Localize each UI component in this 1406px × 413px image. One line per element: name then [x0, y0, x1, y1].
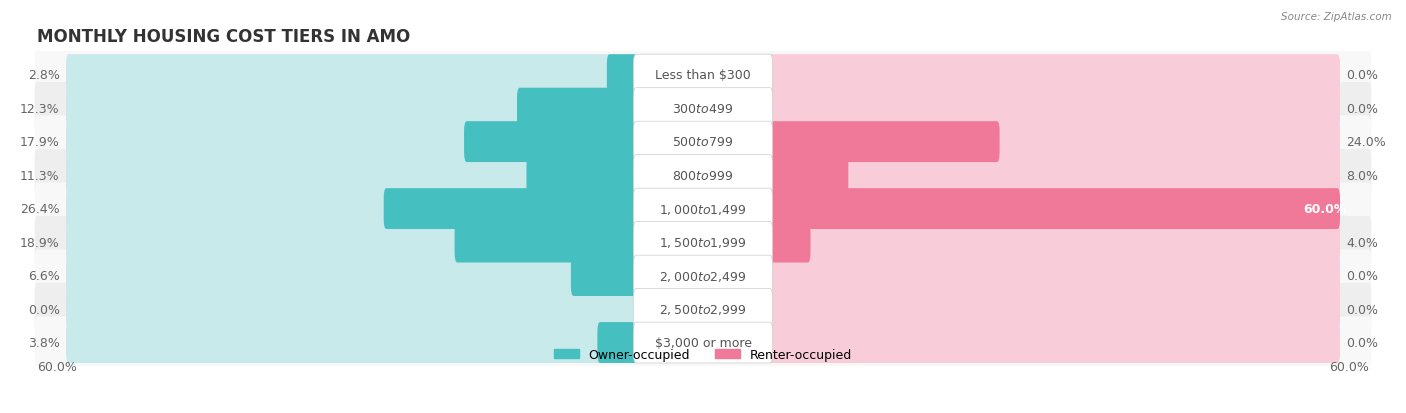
Text: $2,500 to $2,999: $2,500 to $2,999 — [659, 302, 747, 316]
Text: 2.8%: 2.8% — [28, 69, 60, 82]
FancyBboxPatch shape — [571, 256, 638, 296]
FancyBboxPatch shape — [633, 88, 773, 129]
Text: 60.0%: 60.0% — [1303, 203, 1346, 216]
FancyBboxPatch shape — [35, 183, 1371, 235]
Text: $2,000 to $2,499: $2,000 to $2,499 — [659, 269, 747, 283]
FancyBboxPatch shape — [517, 88, 638, 129]
Text: 17.9%: 17.9% — [20, 136, 60, 149]
FancyBboxPatch shape — [35, 216, 1371, 268]
FancyBboxPatch shape — [454, 222, 638, 263]
Text: 0.0%: 0.0% — [1346, 69, 1378, 82]
FancyBboxPatch shape — [633, 155, 773, 196]
Text: 24.0%: 24.0% — [1346, 136, 1386, 149]
Text: 26.4%: 26.4% — [20, 203, 60, 216]
Text: 8.0%: 8.0% — [1346, 169, 1378, 182]
Text: 60.0%: 60.0% — [38, 360, 77, 373]
Legend: Owner-occupied, Renter-occupied: Owner-occupied, Renter-occupied — [548, 343, 858, 366]
FancyBboxPatch shape — [66, 289, 638, 330]
FancyBboxPatch shape — [768, 289, 1340, 330]
Text: 60.0%: 60.0% — [1329, 360, 1368, 373]
FancyBboxPatch shape — [768, 122, 1340, 163]
FancyBboxPatch shape — [768, 155, 1340, 196]
FancyBboxPatch shape — [35, 250, 1371, 302]
Text: 6.6%: 6.6% — [28, 269, 60, 282]
FancyBboxPatch shape — [607, 55, 638, 96]
Text: 0.0%: 0.0% — [1346, 303, 1378, 316]
FancyBboxPatch shape — [35, 150, 1371, 202]
Text: 4.0%: 4.0% — [1346, 236, 1378, 249]
FancyBboxPatch shape — [66, 55, 638, 96]
FancyBboxPatch shape — [768, 88, 1340, 129]
Text: 12.3%: 12.3% — [20, 102, 60, 115]
FancyBboxPatch shape — [66, 155, 638, 196]
FancyBboxPatch shape — [768, 222, 810, 263]
FancyBboxPatch shape — [768, 189, 1340, 230]
FancyBboxPatch shape — [768, 222, 1340, 263]
FancyBboxPatch shape — [35, 50, 1371, 102]
FancyBboxPatch shape — [384, 189, 638, 230]
Text: $1,500 to $1,999: $1,500 to $1,999 — [659, 235, 747, 249]
FancyBboxPatch shape — [464, 122, 638, 163]
FancyBboxPatch shape — [768, 322, 1340, 363]
FancyBboxPatch shape — [768, 256, 1340, 296]
Text: MONTHLY HOUSING COST TIERS IN AMO: MONTHLY HOUSING COST TIERS IN AMO — [38, 27, 411, 45]
Text: 0.0%: 0.0% — [28, 303, 60, 316]
FancyBboxPatch shape — [633, 256, 773, 296]
FancyBboxPatch shape — [768, 55, 1340, 96]
FancyBboxPatch shape — [768, 189, 1340, 230]
FancyBboxPatch shape — [35, 83, 1371, 135]
Text: 0.0%: 0.0% — [1346, 269, 1378, 282]
FancyBboxPatch shape — [66, 88, 638, 129]
FancyBboxPatch shape — [768, 122, 1000, 163]
FancyBboxPatch shape — [66, 222, 638, 263]
Text: 0.0%: 0.0% — [1346, 336, 1378, 349]
FancyBboxPatch shape — [35, 283, 1371, 335]
FancyBboxPatch shape — [633, 222, 773, 263]
FancyBboxPatch shape — [35, 317, 1371, 369]
Text: Less than $300: Less than $300 — [655, 69, 751, 82]
Text: Source: ZipAtlas.com: Source: ZipAtlas.com — [1281, 12, 1392, 22]
Text: 0.0%: 0.0% — [1346, 102, 1378, 115]
FancyBboxPatch shape — [526, 155, 638, 196]
Text: $1,000 to $1,499: $1,000 to $1,499 — [659, 202, 747, 216]
FancyBboxPatch shape — [35, 116, 1371, 169]
FancyBboxPatch shape — [633, 289, 773, 330]
Text: 3.8%: 3.8% — [28, 336, 60, 349]
Text: $500 to $799: $500 to $799 — [672, 136, 734, 149]
Text: $800 to $999: $800 to $999 — [672, 169, 734, 182]
FancyBboxPatch shape — [768, 155, 848, 196]
FancyBboxPatch shape — [598, 322, 638, 363]
Text: $300 to $499: $300 to $499 — [672, 102, 734, 115]
FancyBboxPatch shape — [633, 189, 773, 230]
FancyBboxPatch shape — [633, 122, 773, 163]
FancyBboxPatch shape — [633, 322, 773, 363]
FancyBboxPatch shape — [66, 122, 638, 163]
FancyBboxPatch shape — [66, 189, 638, 230]
Text: $3,000 or more: $3,000 or more — [655, 336, 751, 349]
FancyBboxPatch shape — [66, 322, 638, 363]
Text: 18.9%: 18.9% — [20, 236, 60, 249]
FancyBboxPatch shape — [633, 55, 773, 96]
FancyBboxPatch shape — [66, 256, 638, 296]
Text: 11.3%: 11.3% — [20, 169, 60, 182]
